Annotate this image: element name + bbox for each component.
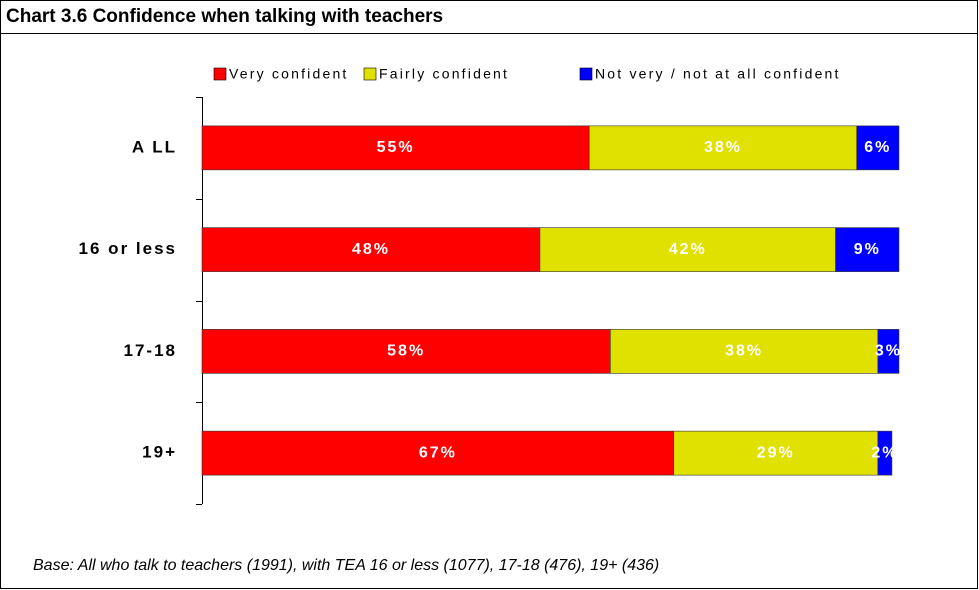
bar-segment <box>201 227 541 272</box>
bar-segment <box>877 329 900 374</box>
chart-title: Chart 3.6 Confidence when talking with t… <box>6 6 443 27</box>
note: Base: All who talk to teachers (1991), w… <box>33 557 659 574</box>
data-label: 29% <box>757 444 795 461</box>
legend-label: Very confident <box>229 66 349 82</box>
legend-swatch <box>363 67 377 81</box>
y-tick-label: 19+ <box>142 443 177 462</box>
data-label: 58% <box>387 343 425 360</box>
legend-label: Not very / not at all confident <box>595 66 841 82</box>
legend-label: Fairly confident <box>379 66 509 82</box>
data-label: 48% <box>352 241 390 258</box>
data-label: 3% <box>875 343 902 360</box>
bar-segment <box>610 329 879 374</box>
legend-swatch <box>213 67 227 81</box>
data-label: 2% <box>871 444 898 461</box>
data-label: 38% <box>704 139 742 156</box>
y-tick-label: 17-18 <box>124 341 177 360</box>
bar-segment <box>673 430 879 476</box>
y-tick-label: 16 or less <box>79 239 177 258</box>
data-label: 42% <box>669 241 707 258</box>
data-label: 9% <box>854 241 881 258</box>
y-tick-label: A LL <box>132 137 177 156</box>
bar-segment <box>835 227 900 272</box>
data-label: 6% <box>864 139 891 156</box>
data-label: 55% <box>377 139 415 156</box>
bar-segment <box>539 227 836 272</box>
bar-segment <box>201 329 611 374</box>
bar-segment <box>588 125 858 171</box>
data-label: 38% <box>725 343 763 360</box>
bar-segment <box>201 430 674 476</box>
legend-swatch <box>579 67 593 81</box>
bar-segment <box>877 430 893 476</box>
bar-segment <box>856 125 900 171</box>
bar-segment <box>201 125 590 171</box>
data-label: 67% <box>419 444 457 461</box>
